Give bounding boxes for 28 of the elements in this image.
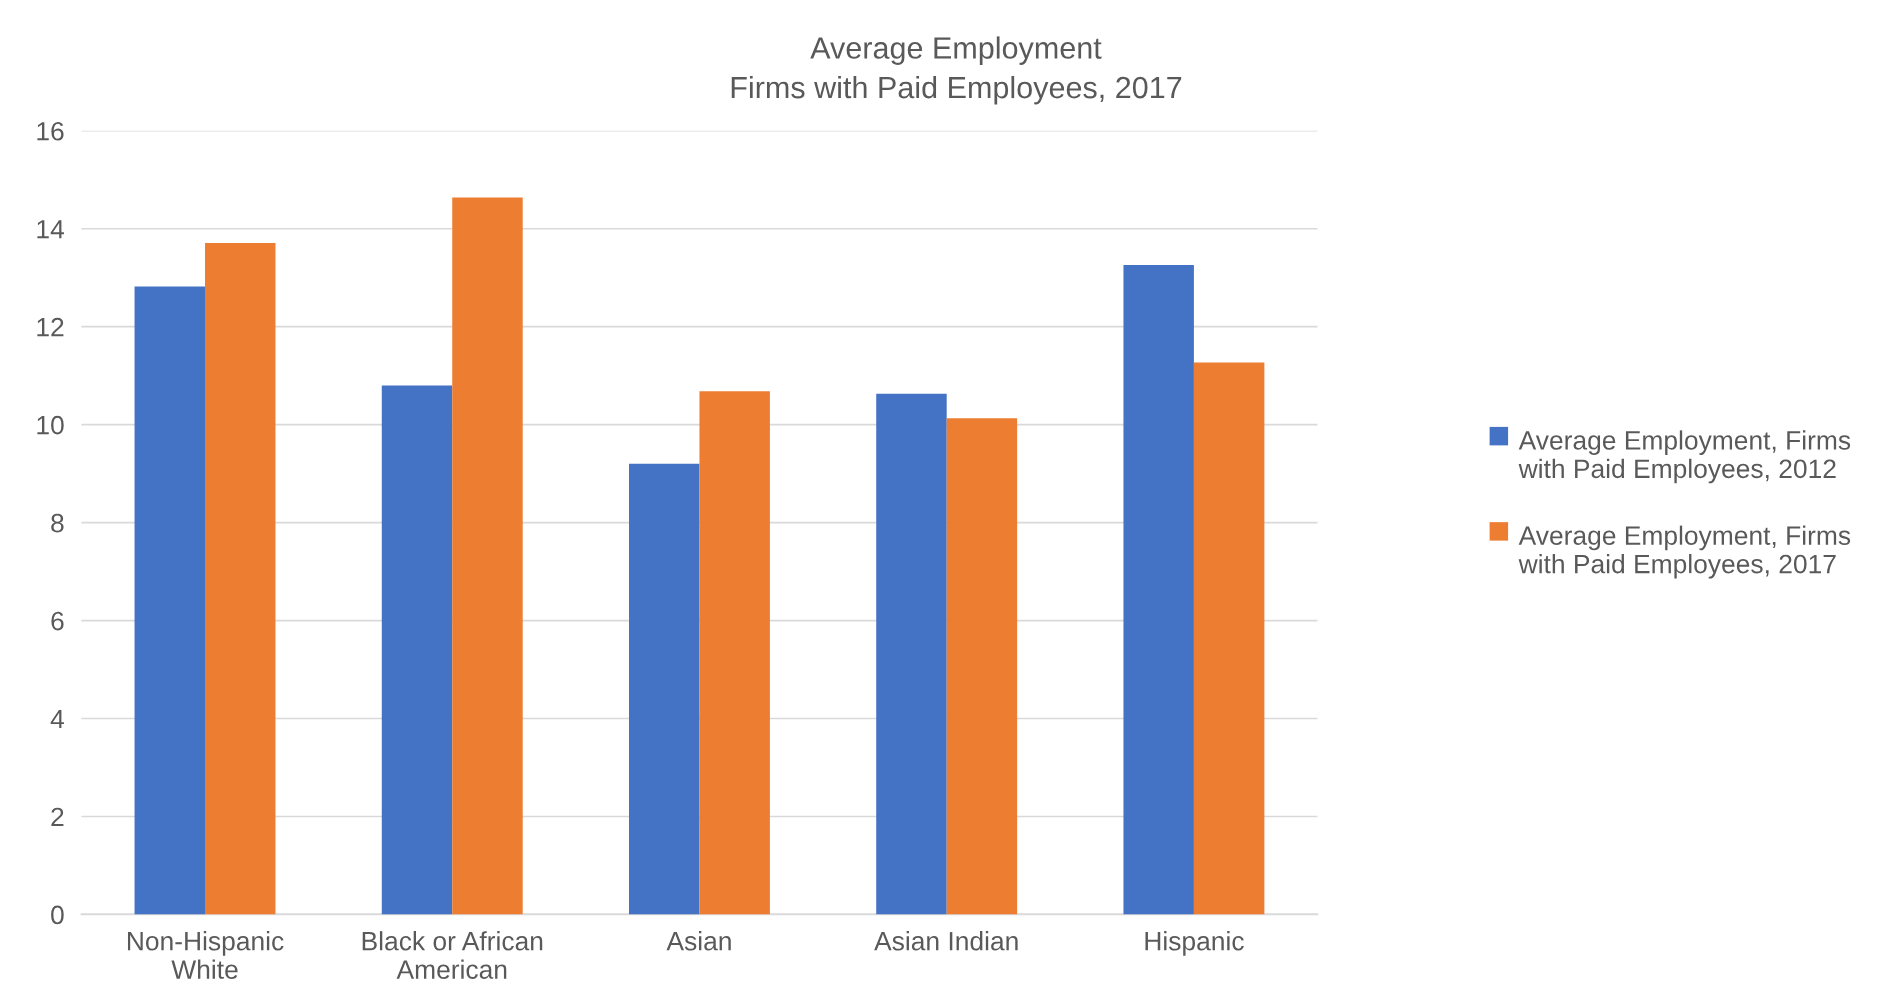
y-tick-label: 12 [37,317,64,337]
y-tick-label: 14 [37,220,64,239]
bar [134,286,206,915]
bar [381,385,453,915]
bar [1193,362,1265,915]
bar [946,418,1018,915]
y-tick-label: 16 [37,121,64,141]
y-tick-label: 0 [51,905,64,925]
legend-label: Average Employment, Firms with Paid Employees, 2017 [1518,525,1851,579]
bar [205,242,276,915]
y-tick-label: 6 [51,611,64,631]
bar [876,393,947,915]
chart-subtitle: Firms with Paid Employees, 2017 [731,75,1182,105]
legend-label: Average Employment, Firms with Paid Employees, 2012 [1518,430,1851,484]
x-tick-label: Hispanic [1145,931,1244,956]
y-tick-label: 10 [37,415,64,435]
x-tick-label: Asian Indian [874,931,1018,951]
x-tick-label: Black or African American [362,931,543,979]
bar [629,463,700,915]
bar [699,391,770,915]
y-tick-label: 8 [51,513,64,533]
x-tick-label: Asian [666,931,731,951]
x-tick-label: Non-Hispanic White [127,931,284,979]
bar [452,197,523,915]
bar [1123,264,1194,915]
y-tick-label: 4 [50,709,64,729]
chart-title: Average Employment [810,36,1102,65]
y-tick-label: 2 [51,807,64,827]
